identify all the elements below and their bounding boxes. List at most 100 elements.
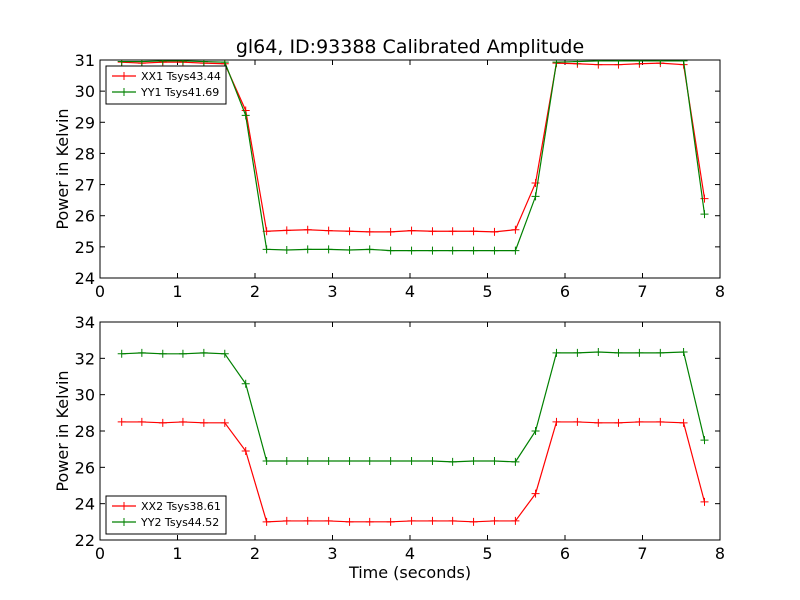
data-point xyxy=(303,225,312,234)
data-point xyxy=(324,456,333,465)
data-point xyxy=(386,227,395,236)
data-point xyxy=(594,347,603,356)
data-point xyxy=(365,245,374,254)
x-tick-label: 7 xyxy=(637,544,647,563)
data-point xyxy=(490,246,499,255)
data-point xyxy=(407,246,416,255)
data-point xyxy=(345,517,354,526)
data-point xyxy=(469,517,478,526)
data-point xyxy=(117,417,126,426)
data-point xyxy=(552,348,561,357)
data-point xyxy=(614,60,623,65)
y-tick-label: 34 xyxy=(75,313,95,332)
y-tick-label: 32 xyxy=(75,349,95,368)
data-point xyxy=(158,418,167,427)
y-tick-label: 24 xyxy=(75,495,95,514)
x-tick-label: 4 xyxy=(405,282,415,301)
data-point xyxy=(158,60,167,65)
legend-marker xyxy=(120,72,128,80)
data-point xyxy=(241,379,250,388)
x-tick-label: 1 xyxy=(172,282,182,301)
data-point xyxy=(386,246,395,255)
data-point xyxy=(490,456,499,465)
y-tick-label: 30 xyxy=(75,82,95,101)
plot-area xyxy=(117,347,709,526)
x-tick-label: 8 xyxy=(715,282,725,301)
data-point xyxy=(656,417,665,426)
y-tick-label: 24 xyxy=(75,269,95,288)
y-tick-label: 28 xyxy=(75,144,95,163)
data-point xyxy=(241,446,250,455)
data-point xyxy=(490,227,499,236)
y-tick-label: 29 xyxy=(75,113,95,132)
data-point xyxy=(303,456,312,465)
x-tick-label: 0 xyxy=(95,544,105,563)
data-point xyxy=(469,246,478,255)
data-point xyxy=(117,60,126,66)
data-point xyxy=(345,227,354,236)
data-point xyxy=(656,348,665,357)
y-axis-title: Power in Kelvin xyxy=(53,108,72,229)
y-tick-label: 22 xyxy=(75,531,95,550)
data-point xyxy=(324,516,333,525)
data-point xyxy=(282,516,291,525)
x-tick-label: 8 xyxy=(715,544,725,563)
data-point xyxy=(469,227,478,236)
data-point xyxy=(262,517,271,526)
data-point xyxy=(679,347,688,356)
top-plot: 0 1 2 3 4 5 6 7 8 24 25 26 27 28 29 30 31 Power in Kelvin… xyxy=(53,51,725,301)
data-point xyxy=(679,60,688,65)
x-tick-label: 2 xyxy=(250,544,260,563)
data-point xyxy=(700,436,709,445)
data-point xyxy=(262,456,271,465)
data-point xyxy=(158,349,167,358)
legend-box xyxy=(105,495,227,535)
y-tick-label: 31 xyxy=(75,51,95,70)
data-point xyxy=(220,418,229,427)
data-point xyxy=(386,456,395,465)
data-point xyxy=(282,245,291,254)
data-point xyxy=(635,417,644,426)
legend-marker xyxy=(120,518,128,526)
data-point xyxy=(679,418,688,427)
data-point xyxy=(241,111,250,120)
data-point xyxy=(594,60,603,65)
y-tick-label: 26 xyxy=(75,207,95,226)
data-point xyxy=(303,516,312,525)
data-point xyxy=(117,349,126,358)
data-point xyxy=(573,60,582,66)
data-point xyxy=(573,348,582,357)
plot-area xyxy=(117,60,709,255)
legend-label: XX1 Tsys43.44 xyxy=(141,70,221,83)
y-tick-label: 30 xyxy=(75,386,95,405)
y-tick-label: 25 xyxy=(75,238,95,257)
data-point xyxy=(407,456,416,465)
data-point xyxy=(448,516,457,525)
x-tick-label: 3 xyxy=(327,282,337,301)
data-point xyxy=(531,489,540,498)
data-point xyxy=(345,456,354,465)
legend-marker xyxy=(120,88,128,96)
x-axis-title: Time (seconds) xyxy=(348,563,471,582)
data-point xyxy=(220,60,229,67)
x-tick-label: 0 xyxy=(95,282,105,301)
data-point xyxy=(614,418,623,427)
legend-box xyxy=(105,65,227,105)
data-point xyxy=(700,497,709,506)
data-point xyxy=(573,417,582,426)
series-xx2 xyxy=(117,417,709,526)
data-point xyxy=(552,417,561,426)
data-point xyxy=(303,245,312,254)
data-point xyxy=(448,227,457,236)
legend: XX1 Tsys43.44 YY1 Tsys41.69 xyxy=(105,65,227,105)
x-tick-label: 4 xyxy=(405,544,415,563)
x-tick-label: 5 xyxy=(482,282,492,301)
data-point xyxy=(324,226,333,235)
data-point xyxy=(656,60,665,65)
x-tick-label: 1 xyxy=(172,544,182,563)
data-point xyxy=(552,60,561,67)
x-tick-label: 5 xyxy=(482,544,492,563)
data-point xyxy=(365,517,374,526)
data-point xyxy=(635,348,644,357)
data-point xyxy=(490,516,499,525)
